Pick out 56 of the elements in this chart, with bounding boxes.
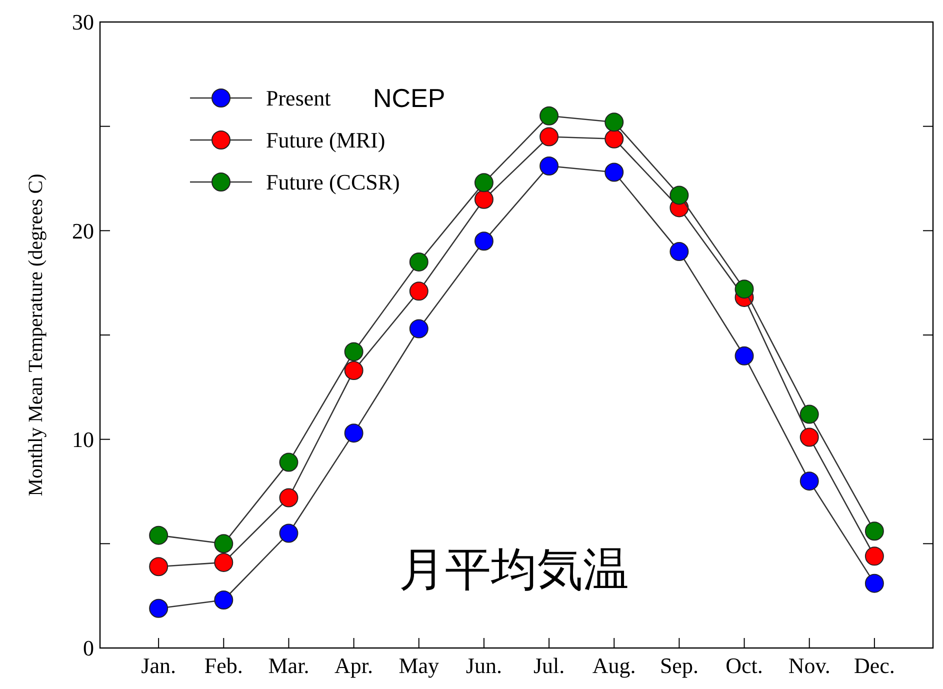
point — [800, 472, 819, 491]
point — [344, 424, 364, 443]
legend-label: Present — [266, 86, 331, 111]
y-tick-label: 0 — [83, 636, 94, 661]
legend-label: Future (MRI) — [266, 128, 386, 153]
point — [864, 546, 884, 566]
y-tick-label: 10 — [72, 427, 94, 452]
x-tick-label: May — [398, 653, 440, 678]
x-tick-label: Aug. — [592, 653, 636, 678]
x-tick-label: Jun. — [466, 653, 502, 678]
point — [864, 574, 884, 593]
x-tick-label: Jan. — [141, 653, 176, 678]
annotation: NCEP — [373, 83, 446, 114]
point — [800, 404, 819, 424]
point — [279, 488, 298, 508]
annotation: 月平均気温 — [398, 542, 629, 595]
point — [149, 557, 168, 576]
point — [864, 522, 884, 541]
point — [409, 282, 428, 301]
point — [214, 590, 234, 610]
point — [604, 129, 624, 148]
point — [800, 428, 819, 447]
x-tick-label: Mar. — [268, 653, 310, 678]
x-tick-label: Dec. — [854, 653, 895, 678]
point — [540, 106, 559, 126]
y-axis-title: Monthly Mean Temperature (degrees C) — [25, 174, 47, 496]
point — [540, 156, 559, 176]
x-tick-label: Nov. — [788, 653, 830, 678]
point — [670, 242, 689, 262]
point — [734, 280, 754, 299]
point — [734, 346, 754, 366]
y-tick-label: 30 — [72, 10, 94, 35]
point — [670, 186, 689, 205]
point — [540, 127, 559, 146]
x-tick-label: Sep. — [660, 653, 698, 678]
point — [409, 319, 428, 338]
point — [344, 360, 364, 380]
y-tick-label: 20 — [72, 218, 94, 244]
x-tick-label: Apr. — [334, 653, 374, 678]
point — [344, 342, 364, 362]
x-tick-label: Oct. — [726, 653, 763, 678]
point — [279, 524, 298, 543]
point — [409, 252, 428, 272]
point — [474, 173, 494, 192]
point — [279, 452, 298, 472]
legend-label: Future (CCSR) — [266, 170, 400, 195]
point — [474, 232, 494, 251]
point — [604, 112, 624, 132]
point — [214, 552, 234, 572]
x-tick-label: Feb. — [204, 653, 243, 678]
x-tick-label: Jul. — [533, 653, 565, 678]
point — [214, 534, 234, 554]
point — [474, 190, 494, 209]
point — [149, 526, 168, 545]
point — [149, 598, 168, 618]
point — [604, 162, 624, 182]
